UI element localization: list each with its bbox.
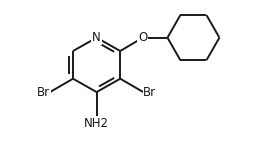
Text: NH2: NH2 — [84, 117, 109, 130]
Text: Br: Br — [143, 86, 156, 99]
Text: O: O — [138, 31, 147, 44]
Text: N: N — [92, 31, 101, 44]
Text: Br: Br — [37, 86, 50, 99]
